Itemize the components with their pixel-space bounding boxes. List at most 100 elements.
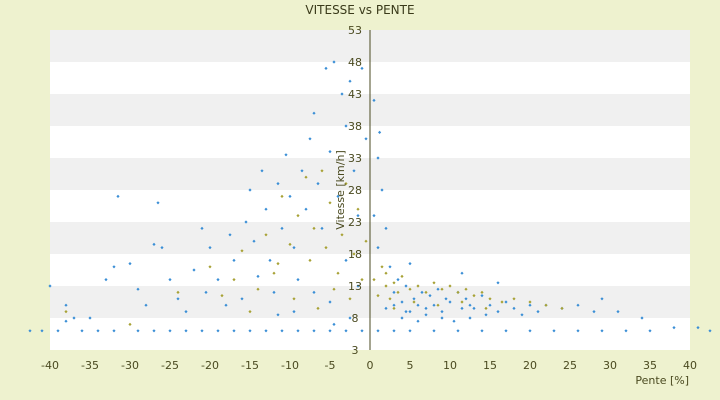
data-point [292,246,296,250]
data-point [560,306,564,310]
data-point [460,300,464,304]
data-point [256,287,260,291]
data-point [520,313,524,317]
data-point [312,329,316,333]
data-point [456,329,460,333]
data-point [648,329,652,333]
data-point [232,329,236,333]
data-point [380,265,384,269]
data-point [340,233,344,237]
data-point [320,226,324,230]
data-point [80,329,84,333]
data-point [404,310,408,314]
data-point [388,265,392,269]
data-point [600,329,604,333]
data-point [112,329,116,333]
data-point [396,278,400,282]
data-point [384,226,388,230]
data-point [464,287,468,291]
data-point [536,310,540,314]
data-point [332,287,336,291]
data-point [504,300,508,304]
data-point [436,303,440,307]
data-points [28,60,712,333]
x-tick-label: 0 [367,359,374,372]
data-point [312,290,316,294]
data-point [488,303,492,307]
data-point [344,329,348,333]
data-point [356,284,360,288]
data-point [500,300,504,304]
data-point [408,329,412,333]
data-point [484,306,488,310]
data-point [336,194,340,198]
data-point [480,294,484,298]
data-point [264,233,268,237]
data-point [416,319,420,323]
data-point [200,329,204,333]
data-point [300,169,304,173]
data-point [296,278,300,282]
data-point [340,92,344,96]
data-point [496,310,500,314]
data-point [624,329,628,333]
x-tick-label: -25 [161,359,179,372]
x-tick-label: 40 [683,359,697,372]
data-point [468,303,472,307]
x-tick-label: -15 [241,359,259,372]
data-point [296,329,300,333]
data-point [528,300,532,304]
data-point [344,258,348,262]
data-point [408,287,412,291]
data-point [280,194,284,198]
data-point [376,294,380,298]
data-point [672,326,676,330]
data-point [48,284,52,288]
x-tick-label: -35 [81,359,99,372]
data-point [204,290,208,294]
data-point [156,201,160,205]
y-tick-label: 13 [348,280,362,293]
data-point [332,322,336,326]
data-point [248,188,252,192]
x-tick-labels: -40 -35 -30 -25 -20 -15 -10 -5 0 5 10 15 20 25 30 35 40 [41,359,697,372]
data-point [72,316,76,320]
data-point [376,246,380,250]
data-point [324,66,328,70]
data-point [360,66,364,70]
data-point [372,214,376,218]
data-point [276,313,280,317]
data-point [392,329,396,333]
data-point [464,297,468,301]
data-point [64,310,68,314]
data-point [332,60,336,64]
data-point [378,130,382,134]
data-point [424,306,428,310]
data-point [88,316,92,320]
data-point [400,300,404,304]
data-point [272,271,276,275]
data-point [372,98,376,102]
data-point [352,169,356,173]
data-point [128,262,132,266]
data-point [316,182,320,186]
data-point [384,284,388,288]
data-point [424,313,428,317]
x-tick-label: -10 [281,359,299,372]
data-point [412,297,416,301]
x-tick-label: 35 [643,359,657,372]
data-point [356,214,360,218]
data-point [528,329,532,333]
data-point [484,313,488,317]
data-point [496,281,500,285]
data-point [112,265,116,269]
x-tick-label: 5 [407,359,414,372]
data-point [136,329,140,333]
data-point [420,290,424,294]
data-point [348,79,352,83]
data-point [240,297,244,301]
data-point [324,246,328,250]
data-point [96,329,100,333]
